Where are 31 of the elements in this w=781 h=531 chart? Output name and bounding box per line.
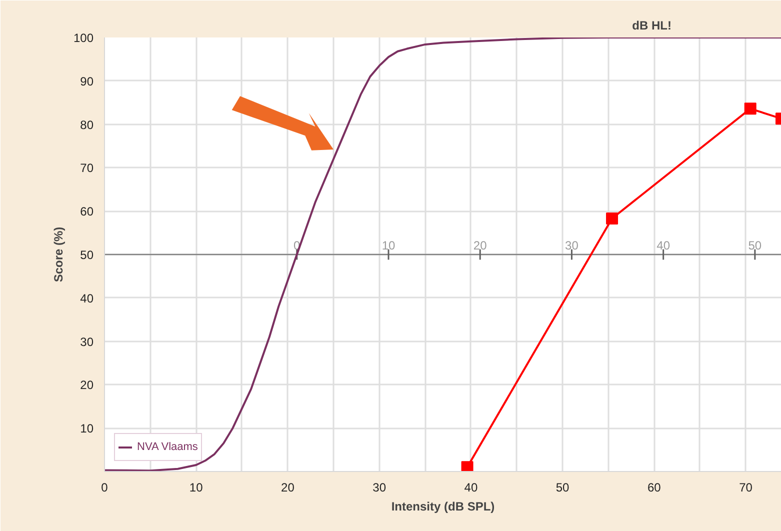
x-tick-label: 30	[372, 480, 386, 494]
x2-tick-label: 10	[382, 238, 396, 252]
x-tick-label: 0	[101, 480, 108, 494]
x-tick-label: 20	[281, 480, 295, 494]
y-axis-title: Score (%)	[51, 226, 66, 282]
x2-tick-label: 50	[748, 238, 762, 252]
x-tick-label: 70	[739, 480, 753, 494]
y-tick-label: 100	[73, 31, 94, 45]
y-tick-label: 40	[80, 291, 94, 306]
x-tick-label: 50	[556, 480, 570, 494]
x2-tick-label: 40	[656, 238, 670, 252]
x2-tick-label: 30	[565, 238, 579, 252]
x-tick-label: 40	[464, 480, 478, 494]
y-tick-label: 80	[80, 118, 94, 132]
y-tick-label: 70	[80, 161, 94, 176]
y-tick-label: 60	[80, 204, 94, 219]
x2-tick-label: 20	[473, 238, 488, 252]
point	[606, 212, 618, 224]
point	[461, 461, 474, 472]
y-tick-label: 90	[80, 74, 94, 88]
x-axis-title: Intensity (dB SPL)	[391, 500, 495, 514]
point	[744, 102, 756, 115]
x-tick-label: 10	[189, 480, 204, 494]
y-tick-label: 20	[80, 378, 94, 392]
x-tick-label: 60	[647, 480, 662, 494]
line-series	[104, 38, 781, 472]
y-tick-label: 30	[80, 334, 94, 349]
y-tick-label: 10	[80, 422, 94, 436]
x2-axis-title: dB HL!	[632, 18, 672, 32]
y-tick-label: 50	[80, 248, 94, 262]
legend-label: NVA Vlaams	[137, 441, 198, 453]
